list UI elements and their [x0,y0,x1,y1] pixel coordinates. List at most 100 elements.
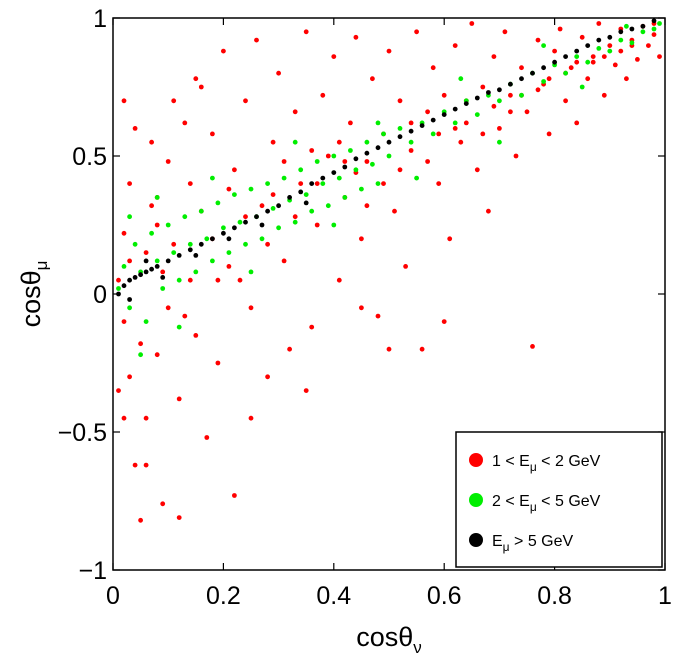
data-point-series-0 [364,159,370,164]
legend-box [455,431,663,568]
data-point-series-1 [497,139,502,145]
data-point-series-0 [469,21,475,26]
data-point-series-2 [143,258,149,264]
data-point-series-0 [486,208,491,214]
data-point-series-0 [497,125,502,131]
data-point-series-0 [524,109,530,115]
data-point-series-2 [397,134,403,140]
data-point-series-2 [198,241,204,247]
data-point-series-1 [259,236,265,242]
data-point-series-2 [519,76,524,82]
data-point-series-0 [248,305,254,311]
data-point-series-0 [348,120,353,126]
data-point-series-1 [298,167,304,173]
legend-label-sub: μ [530,460,537,474]
data-point-series-0 [414,29,419,35]
data-point-series-1 [138,352,144,358]
data-point-series-2 [640,23,646,29]
data-point-series-0 [392,208,397,214]
data-point-series-2 [530,70,535,76]
data-point-series-2 [596,37,602,43]
data-point-series-2 [541,65,546,71]
data-point-series-1 [132,241,138,247]
data-point-series-2 [386,139,392,145]
data-point-series-0 [375,313,381,319]
data-point-series-2 [342,164,348,170]
data-point-series-0 [579,34,585,40]
data-point-series-2 [552,59,557,65]
data-point-series-0 [463,120,469,126]
data-point-series-0 [237,277,243,283]
data-point-series-0 [491,54,497,59]
data-point-series-0 [270,192,276,198]
legend-label-0: 1 < Eμ < 2 GeV [492,453,601,474]
data-point-series-1 [607,48,613,54]
data-point-series-0 [574,59,580,65]
data-point-series-0 [624,76,629,82]
data-point-series-0 [127,181,132,187]
data-point-series-0 [546,131,552,137]
data-point-series-0 [281,258,287,264]
data-point-series-0 [204,435,210,440]
data-point-series-0 [210,131,215,137]
x-tick-label: 0.2 [206,582,241,610]
data-point-series-0 [143,415,149,421]
data-point-series-0 [171,98,177,104]
data-point-series-1 [519,92,524,98]
data-point-series-0 [259,203,265,209]
data-point-series-0 [530,344,535,349]
data-point-series-2 [441,112,447,117]
legend-label-pre: E [492,533,503,550]
data-point-series-1 [237,219,243,225]
data-point-series-0 [480,131,486,137]
data-point-series-1 [651,26,657,32]
data-point-series-2 [408,128,414,134]
data-point-series-1 [541,79,546,84]
data-point-series-1 [640,29,646,35]
data-point-series-0 [198,84,204,90]
data-point-series-2 [276,203,281,209]
data-point-series-0 [138,341,144,347]
data-point-series-1 [210,175,215,181]
data-point-series-0 [452,125,458,131]
data-point-series-1 [397,125,403,131]
data-point-series-2 [585,43,591,48]
data-point-series-0 [303,29,309,35]
data-point-series-0 [132,125,138,131]
legend-label-2: Eμ > 5 GeV [492,533,574,554]
data-point-series-0 [215,277,221,283]
data-point-series-2 [563,54,568,59]
data-point-series-0 [121,319,127,324]
data-point-series-1 [629,40,635,46]
data-point-series-0 [441,92,447,98]
data-point-series-0 [171,241,177,247]
data-point-series-0 [436,181,442,187]
data-point-series-0 [601,92,607,98]
data-point-series-2 [486,90,491,95]
data-point-series-1 [127,305,132,311]
data-point-series-1 [414,175,419,181]
y-axis-label-sub: μ [32,261,51,271]
data-point-series-1 [193,269,199,275]
y-tick-label: −1 [78,557,107,585]
data-point-series-0 [182,120,188,126]
data-point-series-1 [276,225,281,231]
y-tick-label: −0.5 [58,419,107,447]
data-point-series-0 [160,269,166,275]
data-point-series-0 [165,159,171,164]
legend-label-post: < 2 GeV [537,453,601,470]
x-axis-label-sub: ν [413,638,422,657]
legend-label-sub: μ [503,540,510,554]
data-point-series-0 [535,37,541,43]
data-point-series-0 [612,62,618,68]
data-point-series-0 [182,313,188,319]
data-point-series-0 [519,65,524,71]
data-point-series-0 [232,493,237,498]
data-point-series-0 [243,98,248,104]
data-point-series-0 [425,109,430,115]
data-point-series-0 [165,305,171,311]
data-point-series-2 [254,214,259,220]
y-tick-label: 1 [93,5,107,33]
data-point-series-2 [508,81,513,87]
